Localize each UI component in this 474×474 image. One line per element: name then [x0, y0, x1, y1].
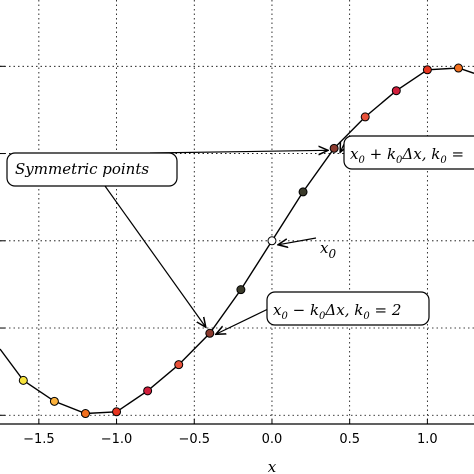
- x-tick-label: 0.0: [262, 432, 283, 447]
- data-point: [174, 360, 184, 370]
- x-tick-label: 0.5: [339, 432, 360, 447]
- grid: [0, 0, 474, 424]
- x-tick-label: −0.5: [178, 432, 210, 447]
- data-point: [205, 328, 215, 338]
- x0-annotation: x0: [320, 239, 336, 261]
- symmetric-arrow-lower: [104, 185, 206, 327]
- curve-layer: [0, 67, 474, 415]
- sample-points: [18, 63, 463, 419]
- x-tick-label: −1.5: [23, 432, 55, 447]
- minus-annotation-box: [266, 291, 430, 326]
- data-point: [298, 187, 308, 197]
- symmetric-points-annotation: Symmetric points: [6, 152, 178, 187]
- data-point: [391, 86, 401, 96]
- data-point: [18, 375, 28, 385]
- minus-annotation-label: x0 − k0Δx, k0 = 2: [273, 301, 401, 322]
- plus-annotation: x0 + k0Δx, k0 =: [343, 135, 474, 170]
- data-point: [80, 409, 90, 419]
- x-tick-label: 1.0: [417, 432, 438, 447]
- annotation-arrows: [104, 139, 346, 334]
- x0-label: x0: [320, 239, 336, 261]
- data-point: [453, 63, 463, 73]
- x-tick-label: −1.0: [101, 432, 133, 447]
- minus-arrow: [216, 308, 269, 334]
- symmetric-points-box: [6, 152, 178, 187]
- axes: −1.5 −1.0 −0.5 0.0 0.5 1.0: [0, 65, 474, 447]
- data-point: [112, 407, 122, 417]
- data-point: [360, 112, 370, 122]
- data-point: [49, 396, 59, 406]
- x-axis-label: x: [268, 458, 277, 474]
- plus-annotation-box: [343, 135, 474, 170]
- data-point: [236, 285, 246, 295]
- symmetric-points-label: Symmetric points: [15, 160, 149, 178]
- minus-annotation: x0 − k0Δx, k0 = 2: [266, 291, 430, 326]
- series-line: [0, 67, 474, 415]
- data-point: [267, 236, 277, 246]
- symmetric-arrow-upper: [149, 150, 328, 153]
- data-point: [329, 143, 339, 153]
- data-point: [143, 386, 153, 396]
- plus-annotation-label: x0 + k0Δx, k0 =: [350, 145, 464, 166]
- data-point: [422, 65, 432, 75]
- x0-arrow: [278, 237, 317, 245]
